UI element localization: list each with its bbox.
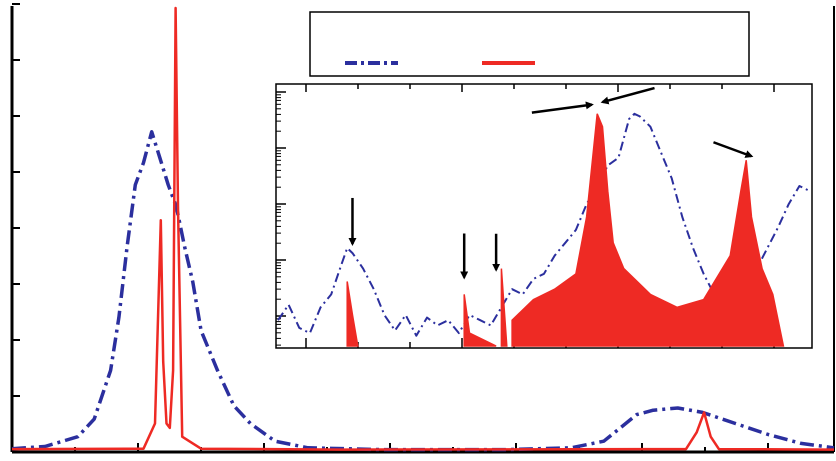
inset-series-solid [346,113,785,347]
inset-arrow-annotation [531,101,594,114]
inset-arrows [348,86,754,280]
main-series-dash-dot [11,130,835,452]
inset-plot [275,83,813,349]
inset-ticks [276,84,775,348]
main-plot [10,3,835,454]
inset-series-dashdot [277,112,811,337]
inset-arrow-annotation [600,86,655,105]
legend [309,11,750,77]
main-y-ticks [12,3,20,453]
main-series-group [11,6,835,452]
inset-series-group [277,112,811,347]
inset-arrow-annotation [713,141,754,158]
legend-frame [309,11,750,77]
main-series-solid [11,6,835,451]
